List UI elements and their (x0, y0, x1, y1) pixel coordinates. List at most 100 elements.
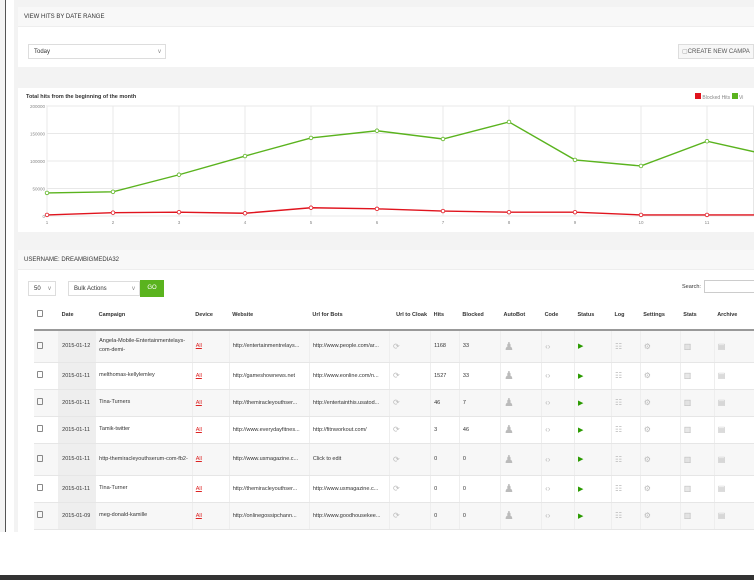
android-cell[interactable]: ♟ (500, 362, 543, 390)
status-play-icon[interactable]: ▶ (577, 426, 584, 434)
cloak-refresh-icon[interactable]: ⟳ (393, 341, 400, 351)
archive-cell[interactable]: ▤ (714, 443, 754, 476)
stats-bar-chart-icon[interactable]: ▥ (683, 371, 692, 380)
status-play-cell[interactable]: ▶ (574, 475, 612, 503)
select-all-checkbox[interactable] (34, 300, 59, 331)
log-cell[interactable]: ☷ (611, 443, 641, 476)
code-icon[interactable]: ‹› (545, 398, 551, 407)
stats-bar-chart-cell[interactable]: ▥ (680, 475, 715, 503)
status-play-cell[interactable]: ▶ (574, 330, 612, 363)
cloak-refresh-cell[interactable]: ⟳ (389, 362, 432, 390)
log-icon[interactable]: ☷ (614, 371, 623, 380)
log-cell[interactable]: ☷ (611, 362, 641, 390)
column-header-website[interactable]: Website (229, 300, 310, 331)
status-play-icon[interactable]: ▶ (577, 343, 584, 351)
campaign-cell[interactable]: Angela-Mobile-Entertainmentelays-com-dem… (95, 330, 193, 363)
column-header-hits[interactable]: Hits (430, 300, 460, 331)
code-icon[interactable]: ‹› (545, 425, 551, 434)
log-icon[interactable]: ☷ (614, 341, 623, 351)
cloak-refresh-cell[interactable]: ⟳ (389, 502, 432, 530)
android-cell[interactable]: ♟ (500, 389, 543, 417)
stats-bar-chart-cell[interactable]: ▥ (680, 443, 715, 476)
settings-gear-icon[interactable]: ⚙ (643, 398, 651, 407)
log-icon[interactable]: ☷ (614, 511, 623, 520)
url-for-bots-cell[interactable]: http://entertainthis.usatod... (309, 389, 391, 417)
url-for-bots-cell[interactable]: http://www.people.com/ar... (309, 330, 391, 363)
row-checkbox[interactable] (34, 330, 60, 363)
stats-bar-chart-cell[interactable]: ▥ (680, 389, 715, 417)
cloak-refresh-cell[interactable]: ⟳ (389, 330, 432, 363)
device-link[interactable]: All (195, 399, 202, 406)
status-play-cell[interactable]: ▶ (574, 389, 612, 417)
android-cell[interactable]: ♟ (500, 475, 543, 503)
row-checkbox[interactable] (34, 443, 60, 476)
code-icon[interactable]: ‹› (545, 484, 551, 493)
settings-gear-icon[interactable]: ⚙ (643, 341, 651, 351)
website-cell[interactable]: http://themiracleyouthser... (229, 475, 310, 503)
cloak-refresh-cell[interactable]: ⟳ (389, 443, 432, 476)
column-header-stats[interactable]: Stats (680, 300, 715, 331)
android-cell[interactable]: ♟ (500, 416, 543, 444)
url-for-bots-cell[interactable]: http://www.goodhousekee... (309, 502, 391, 530)
log-icon[interactable]: ☷ (614, 484, 623, 493)
device-link[interactable]: All (195, 485, 202, 492)
android-icon[interactable]: ♟ (503, 510, 514, 522)
cloak-refresh-cell[interactable]: ⟳ (389, 416, 432, 444)
device-cell[interactable]: All (192, 362, 230, 390)
row-checkbox[interactable] (34, 362, 60, 390)
log-icon[interactable]: ☷ (614, 398, 623, 407)
website-cell[interactable]: http://www.everydayfitnes... (229, 416, 310, 444)
campaign-cell[interactable]: melthomas-kellylemley (95, 362, 193, 390)
device-cell[interactable]: All (192, 416, 230, 444)
archive-cell[interactable]: ▤ (714, 362, 754, 390)
settings-gear-cell[interactable]: ⚙ (640, 475, 681, 503)
code-cell[interactable]: ‹› (541, 475, 575, 503)
device-link[interactable]: All (195, 456, 202, 462)
log-cell[interactable]: ☷ (611, 330, 641, 363)
log-icon[interactable]: ☷ (614, 425, 623, 434)
cloak-refresh-icon[interactable]: ⟳ (393, 371, 400, 380)
settings-gear-cell[interactable]: ⚙ (640, 502, 681, 530)
android-icon[interactable]: ♟ (503, 397, 514, 409)
status-play-cell[interactable]: ▶ (574, 362, 612, 390)
device-cell[interactable]: All (192, 502, 230, 530)
status-play-cell[interactable]: ▶ (574, 416, 612, 444)
column-header-autobot[interactable]: AutoBot (500, 300, 542, 331)
row-checkbox[interactable] (34, 475, 60, 503)
device-cell[interactable]: All (192, 443, 230, 476)
archive-icon[interactable]: ▤ (717, 398, 726, 407)
code-icon[interactable]: ‹› (545, 454, 551, 464)
website-cell[interactable]: http://gameshownews.net (229, 362, 310, 390)
device-link[interactable]: All (195, 372, 202, 379)
archive-icon[interactable]: ▤ (717, 341, 726, 351)
settings-gear-cell[interactable]: ⚙ (640, 362, 681, 390)
settings-gear-cell[interactable]: ⚙ (640, 389, 681, 417)
code-cell[interactable]: ‹› (541, 443, 575, 476)
code-icon[interactable]: ‹› (545, 371, 551, 380)
column-header-log[interactable]: Log (611, 300, 641, 331)
device-link[interactable]: All (195, 512, 202, 519)
row-checkbox[interactable] (34, 416, 60, 444)
code-cell[interactable]: ‹› (541, 389, 575, 417)
code-cell[interactable]: ‹› (541, 362, 575, 390)
stats-bar-chart-icon[interactable]: ▥ (683, 341, 692, 351)
settings-gear-cell[interactable]: ⚙ (640, 416, 681, 444)
device-cell[interactable]: All (192, 389, 230, 417)
column-header-blocked[interactable]: Blocked (459, 300, 501, 331)
code-cell[interactable]: ‹› (541, 330, 575, 363)
code-icon[interactable]: ‹› (545, 511, 551, 520)
archive-cell[interactable]: ▤ (714, 416, 754, 444)
status-play-icon[interactable]: ▶ (577, 485, 584, 493)
cloak-refresh-icon[interactable]: ⟳ (393, 511, 400, 520)
url-for-bots-cell[interactable]: http://www.usmagazine.c... (309, 475, 391, 503)
android-cell[interactable]: ♟ (500, 330, 543, 363)
website-cell[interactable]: http://www.usmagazine.c... (229, 443, 310, 476)
android-cell[interactable]: ♟ (500, 443, 543, 476)
code-icon[interactable]: ‹› (545, 341, 551, 351)
date-range-select[interactable]: Today v (28, 44, 166, 59)
url-for-bots-cell[interactable]: http://www.eonline.com/n... (309, 362, 391, 390)
bulk-actions-select[interactable]: Bulk Actions v (68, 281, 140, 296)
stats-bar-chart-cell[interactable]: ▥ (680, 330, 715, 363)
cloak-refresh-icon[interactable]: ⟳ (393, 484, 400, 493)
settings-gear-icon[interactable]: ⚙ (643, 454, 651, 464)
